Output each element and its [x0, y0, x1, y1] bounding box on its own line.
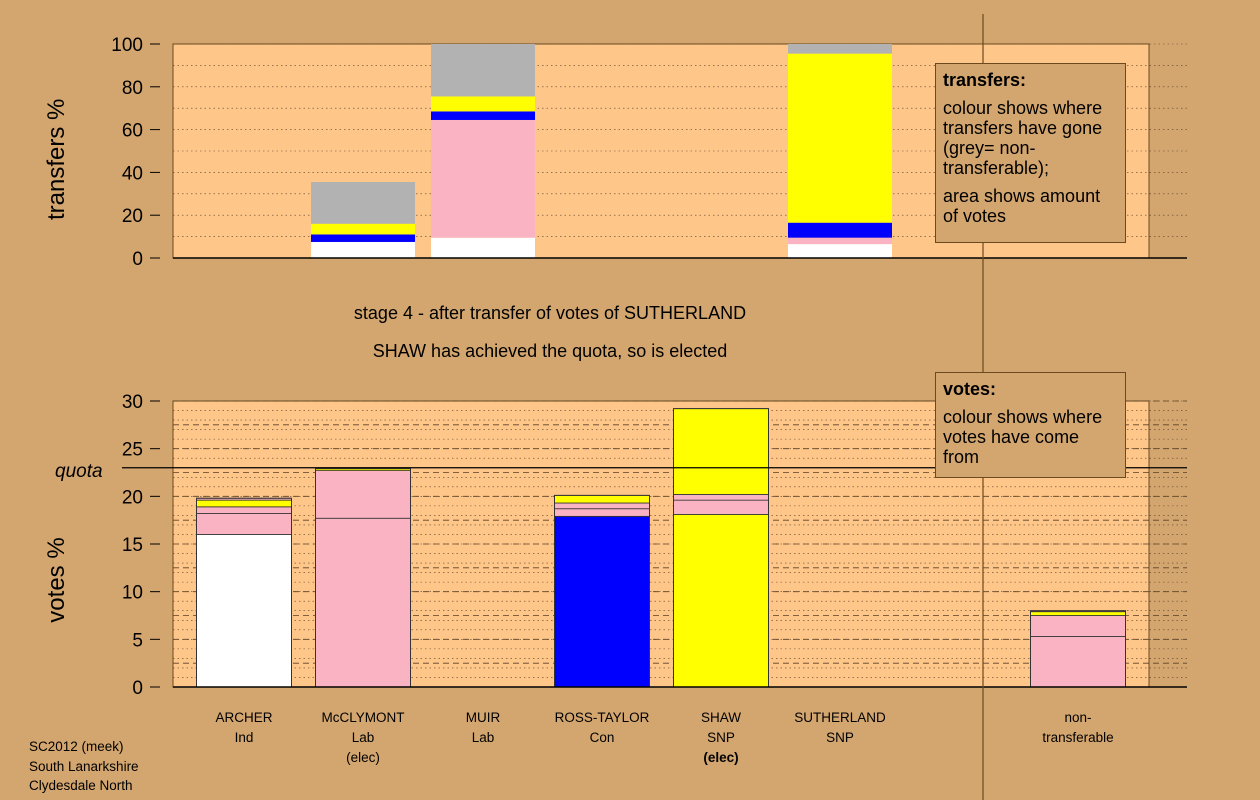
y-tick-label: 25	[122, 440, 143, 461]
transfers-legend-text-1: colour shows where transfers have gone (…	[943, 98, 1103, 178]
candidate-name: ROSS-TAYLOR	[554, 710, 650, 725]
bar-segment-ross-taylor	[554, 515, 650, 688]
candidate-label-mcclymont: McCLYMONT Lab (elec)	[298, 708, 428, 768]
transfers-legend-text-2: area shows amount of votes	[943, 186, 1101, 226]
y-tick-label: 10	[122, 583, 143, 604]
stage-description: stage 4 - after transfer of votes of SUT…	[353, 303, 747, 323]
bar-segment-shaw	[673, 408, 769, 495]
bar-segment-muir	[431, 111, 535, 120]
candidate-party: SNP	[707, 730, 735, 745]
candidate-name: non-	[1064, 710, 1092, 725]
bar-segment-sutherland	[788, 53, 892, 223]
footer-line-2: South Lanarkshire	[29, 758, 139, 774]
bar-segment-mcclymont	[315, 517, 411, 688]
bar-segment-mcclymont	[311, 241, 415, 258]
candidate-note: (elec)	[346, 750, 380, 765]
y-tick-label: 100	[111, 35, 143, 56]
votes-legend-title: votes:	[943, 379, 997, 399]
footer-line-1: SC2012 (meek)	[29, 739, 124, 754]
candidate-name: SHAW	[701, 710, 741, 725]
candidate-party: SNP	[826, 730, 854, 745]
y-tick-label: 0	[132, 249, 143, 270]
candidate-party: Con	[589, 730, 615, 745]
bar-segment-non-transferable	[1030, 636, 1126, 688]
bar-segment-sutherland	[788, 44, 892, 54]
bar-segment-archer	[196, 534, 292, 688]
bar-segment-sutherland	[788, 244, 892, 258]
bar-segment-shaw	[673, 494, 769, 501]
bar-segment-ross-taylor	[554, 502, 650, 510]
bar-segment-sutherland	[788, 237, 892, 245]
votes-legend: votes: colour shows where votes have com…	[935, 372, 1126, 478]
transfers-legend-title: transfers:	[943, 70, 1027, 90]
votes-panel: 0 5 10 15 20 25 30	[122, 392, 1187, 699]
candidate-label-ross-taylor: ROSS-TAYLOR Con	[537, 708, 667, 748]
transfers-axis-label: transfers %	[43, 98, 70, 220]
footer-line-3: Clydesdale North	[29, 778, 133, 793]
y-tick-label: 20	[122, 487, 143, 508]
quota-label: quota	[55, 461, 103, 482]
bar-segment-mcclymont	[315, 470, 411, 519]
bar-segment-archer	[196, 513, 292, 535]
candidate-party: Ind	[234, 730, 254, 745]
candidate-label-muir: MUIR Lab	[418, 708, 548, 748]
y-tick-label: 60	[122, 121, 143, 142]
bar-segment-archer	[196, 506, 292, 514]
votes-legend-text: colour shows where votes have come from	[943, 407, 1103, 467]
y-tick-label: 20	[122, 206, 143, 227]
candidate-note: (elec)	[703, 750, 739, 765]
y-tick-label: 80	[122, 78, 143, 99]
bar-segment-archer	[196, 499, 292, 508]
bar-segment-non-transferable	[1030, 611, 1126, 616]
votes-axis-label: votes %	[43, 537, 70, 623]
bar-segment-muir	[431, 119, 535, 238]
candidate-party: Lab	[471, 730, 495, 745]
bar-segment-mcclymont	[311, 234, 415, 242]
candidate-label-archer: ARCHER Ind	[179, 708, 309, 748]
bar-segment-sutherland	[788, 222, 892, 238]
candidate-label-non-transferable: non- transferable	[1013, 708, 1143, 748]
footer-source: SC2012 (meek) South Lanarkshire Clydesda…	[29, 737, 139, 796]
y-tick-label: 0	[132, 678, 143, 699]
candidate-name: MUIR	[465, 710, 501, 725]
bar-segment-mcclymont	[311, 223, 415, 235]
candidate-party: Lab	[351, 730, 375, 745]
y-tick-label: 5	[132, 630, 143, 651]
bar-segment-shaw	[673, 514, 769, 688]
transfers-legend: transfers: colour shows where transfers …	[935, 63, 1126, 243]
bar-segment-muir	[431, 44, 535, 97]
bar-segment-ross-taylor	[554, 494, 650, 504]
bar-segment-ross-taylor	[554, 508, 650, 517]
stage-outcome: SHAW has achieved the quota, so is elect…	[372, 341, 728, 361]
y-tick-label: 30	[122, 392, 143, 413]
candidate-party: transferable	[1042, 730, 1114, 745]
bar-segment-muir	[431, 96, 535, 112]
bar-segment-muir	[431, 237, 535, 258]
candidate-name: ARCHER	[215, 710, 273, 725]
y-tick-label: 15	[122, 535, 143, 556]
candidate-name: McCLYMONT	[321, 710, 405, 725]
candidate-label-sutherland: SUTHERLAND SNP	[775, 708, 905, 748]
bar-segment-non-transferable	[1030, 615, 1126, 637]
candidate-name: SUTHERLAND	[794, 710, 886, 725]
y-tick-label: 40	[122, 163, 143, 184]
bar-segment-mcclymont	[311, 182, 415, 224]
bar-segment-shaw	[673, 499, 769, 515]
candidate-label-shaw: SHAW SNP (elec)	[656, 708, 786, 768]
